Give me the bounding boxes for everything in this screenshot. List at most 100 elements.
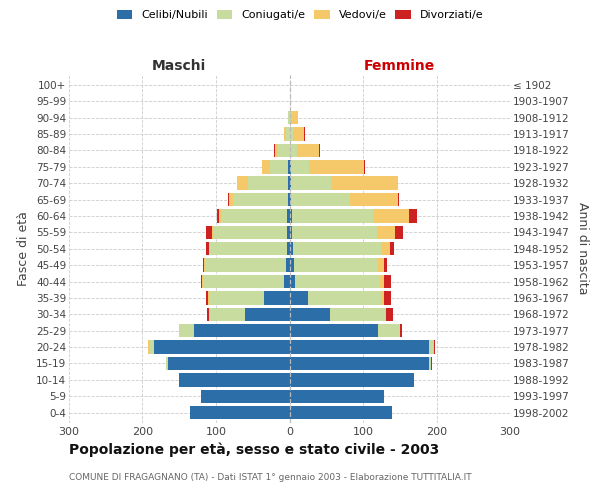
Bar [233, 193, 288, 206]
Bar [385, 308, 386, 321]
Bar [287, 209, 290, 222]
Bar [382, 242, 390, 256]
Bar [431, 357, 432, 370]
Bar [284, 128, 286, 140]
Bar [290, 144, 297, 157]
Bar [288, 193, 290, 206]
Bar [292, 226, 377, 239]
Bar [286, 128, 290, 140]
Bar [304, 128, 305, 140]
Bar [294, 258, 379, 272]
Bar [378, 324, 400, 338]
Bar [290, 340, 429, 354]
Bar [330, 308, 385, 321]
Bar [290, 291, 308, 304]
Legend: Celibi/Nubili, Coniugati/e, Vedovi/e, Divorziati/e: Celibi/Nubili, Coniugati/e, Vedovi/e, Di… [112, 6, 488, 25]
Bar [377, 226, 395, 239]
Bar [429, 357, 431, 370]
Bar [291, 111, 298, 124]
Y-axis label: Fasce di età: Fasce di età [17, 212, 31, 286]
Bar [221, 209, 287, 222]
Bar [202, 390, 290, 403]
Bar [290, 209, 292, 222]
Bar [383, 275, 391, 288]
Text: Maschi: Maschi [152, 60, 206, 74]
Bar [291, 160, 310, 173]
Bar [290, 406, 392, 419]
Bar [206, 242, 209, 256]
Bar [203, 258, 204, 272]
Bar [207, 308, 209, 321]
Bar [208, 291, 209, 304]
Bar [364, 160, 365, 173]
Bar [154, 340, 290, 354]
Bar [288, 111, 290, 124]
Bar [290, 176, 291, 190]
Bar [310, 160, 364, 173]
Bar [390, 242, 394, 256]
Bar [290, 242, 293, 256]
Bar [209, 242, 287, 256]
Bar [194, 324, 290, 338]
Bar [350, 193, 398, 206]
Bar [205, 258, 286, 272]
Bar [398, 193, 399, 206]
Bar [395, 226, 403, 239]
Bar [204, 258, 205, 272]
Bar [262, 160, 269, 173]
Bar [429, 340, 433, 354]
Bar [269, 160, 288, 173]
Bar [229, 193, 233, 206]
Bar [373, 209, 409, 222]
Bar [290, 193, 291, 206]
Bar [293, 128, 304, 140]
Bar [290, 160, 291, 173]
Bar [290, 111, 291, 124]
Bar [386, 308, 393, 321]
Text: Popolazione per età, sesso e stato civile - 2003: Popolazione per età, sesso e stato civil… [69, 442, 439, 457]
Bar [290, 390, 383, 403]
Bar [287, 226, 290, 239]
Bar [284, 275, 290, 288]
Bar [383, 291, 391, 304]
Bar [206, 291, 208, 304]
Bar [290, 308, 330, 321]
Bar [274, 144, 275, 157]
Bar [288, 176, 290, 190]
Bar [382, 291, 383, 304]
Bar [287, 242, 290, 256]
Bar [379, 258, 385, 272]
Bar [248, 176, 288, 190]
Bar [286, 258, 290, 272]
Bar [290, 357, 429, 370]
Bar [290, 258, 294, 272]
Text: COMUNE DI FRAGAGNANO (TA) - Dati ISTAT 1° gennaio 2003 - Elaborazione TUTTITALIA: COMUNE DI FRAGAGNANO (TA) - Dati ISTAT 1… [69, 472, 472, 482]
Bar [168, 357, 290, 370]
Bar [209, 291, 264, 304]
Bar [245, 308, 290, 321]
Bar [293, 242, 382, 256]
Bar [385, 258, 387, 272]
Bar [400, 324, 402, 338]
Bar [219, 209, 221, 222]
Bar [228, 193, 229, 206]
Bar [278, 144, 290, 157]
Bar [150, 340, 154, 354]
Text: Femmine: Femmine [364, 60, 436, 74]
Bar [202, 275, 203, 288]
Bar [213, 226, 287, 239]
Bar [190, 406, 290, 419]
Bar [290, 275, 295, 288]
Bar [319, 144, 320, 157]
Bar [331, 176, 398, 190]
Bar [264, 291, 290, 304]
Bar [236, 176, 248, 190]
Bar [288, 160, 290, 173]
Bar [166, 357, 168, 370]
Bar [380, 275, 383, 288]
Bar [295, 275, 380, 288]
Bar [290, 373, 415, 386]
Bar [217, 209, 219, 222]
Bar [290, 324, 378, 338]
Bar [292, 209, 373, 222]
